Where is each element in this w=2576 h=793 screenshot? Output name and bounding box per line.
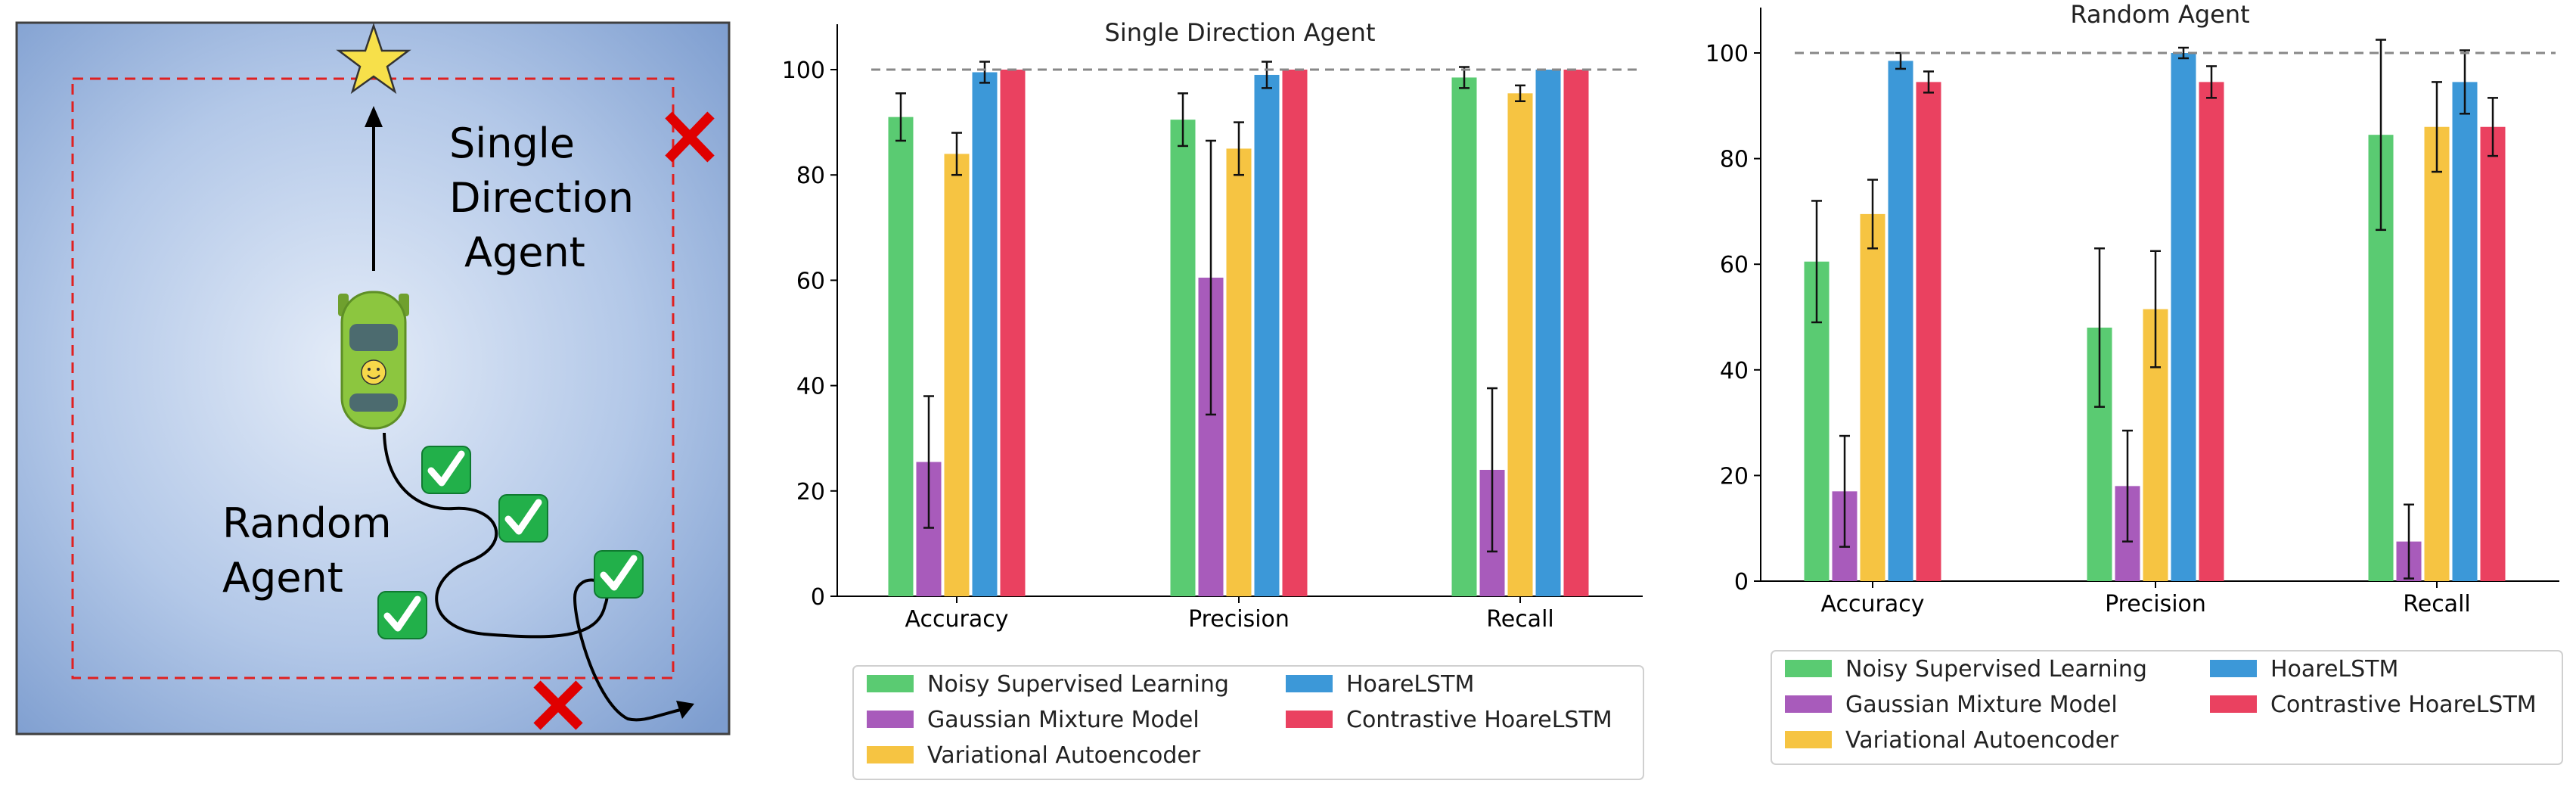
single-agent-label-line3: Agent (464, 229, 585, 276)
bar (1916, 82, 1941, 581)
legend-frame (852, 665, 1644, 780)
legend-label: Contrastive HoareLSTM (2270, 692, 2537, 718)
legend-swatch (1785, 731, 1832, 748)
x-tick-label: Accuracy (905, 606, 1009, 633)
legend-label: Variational Autoencoder (1845, 727, 2119, 754)
legend-label: Variational Autoencoder (927, 742, 1201, 769)
legend-label: HoareLSTM (2270, 656, 2398, 683)
legend-swatch (867, 746, 914, 763)
legend: Noisy Supervised Learning Gaussian Mixtur… (852, 665, 1644, 780)
legend-swatch (1286, 675, 1333, 692)
y-tick-label: 80 (1720, 147, 1749, 173)
random-agent-label-line2: Agent (222, 554, 343, 602)
random-agent-label-line1: Random (222, 499, 392, 547)
legend-swatch (2210, 695, 2257, 713)
bar (1507, 93, 1533, 596)
bar (1226, 148, 1252, 596)
y-tick-label: 20 (1720, 463, 1749, 490)
legend-label: Noisy Supervised Learning (1845, 656, 2147, 683)
random-agent-path (383, 432, 681, 722)
legend-swatch (1785, 660, 1832, 677)
cross-icon (665, 111, 715, 163)
legend-label: Contrastive HoareLSTM (1346, 707, 1612, 733)
legend-swatch (2210, 660, 2257, 677)
x-tick-label: Recall (2403, 591, 2471, 617)
bar (1860, 213, 1885, 581)
bar (888, 117, 914, 596)
y-tick-label: 40 (1720, 358, 1749, 384)
checkmark-icon (377, 591, 427, 639)
legend-frame (1771, 650, 2563, 765)
chart-title: Single Direction Agent (1105, 18, 1376, 47)
bar (1000, 70, 1026, 596)
bar (2480, 126, 2506, 582)
y-tick-label: 60 (1720, 252, 1749, 278)
x-tick-label: Precision (2105, 591, 2206, 617)
y-tick-label: 20 (796, 479, 825, 505)
single-agent-label-line1: Single (449, 120, 575, 167)
chart-title: Random Agent (2070, 0, 2249, 29)
bar (972, 72, 998, 597)
star-icon (336, 23, 411, 95)
car-icon (338, 291, 409, 430)
legend-swatch (1286, 711, 1333, 728)
bar (1170, 120, 1196, 596)
chart-single-direction: Single Direction Agent 0 20 40 60 80 100 Accura… (782, 18, 1644, 780)
bar (1888, 61, 1913, 582)
legend-swatch (867, 711, 914, 728)
x-tick-label: Precision (1188, 606, 1290, 633)
y-tick-label: 80 (796, 163, 825, 189)
legend-label: Gaussian Mixture Model (927, 707, 1200, 733)
x-tick-label: Accuracy (1821, 591, 1925, 617)
illustration-panel: Single Direction Agent Random Agent (15, 21, 731, 735)
legend-label: Gaussian Mixture Model (1845, 692, 2118, 718)
y-tick-label: 60 (796, 268, 825, 294)
checkmark-icon (498, 494, 548, 543)
single-agent-label-line2: Direction (449, 174, 634, 222)
y-tick-label: 100 (1705, 41, 1749, 67)
legend-swatch (867, 675, 914, 692)
legend-label: Noisy Supervised Learning (927, 671, 1229, 698)
bar (2199, 82, 2224, 581)
boundary-box (71, 77, 675, 679)
arrow-right-icon (676, 701, 694, 719)
y-tick-label: 40 (796, 374, 825, 400)
chart-random-agent: Random Agent 0 20 40 60 80 100 Accuracy Precisio… (1705, 0, 2563, 765)
checkmark-icon (421, 446, 471, 494)
x-tick-label: Recall (1486, 606, 1554, 633)
arrow-up-icon (365, 106, 383, 127)
bar (2424, 126, 2450, 582)
bar (1563, 70, 1589, 596)
checkmark-icon (594, 550, 644, 599)
bar (1282, 70, 1308, 596)
bar (1451, 77, 1477, 596)
bar (1535, 70, 1561, 596)
y-tick-label: 0 (811, 584, 825, 611)
legend-swatch (1785, 695, 1832, 713)
bar (1254, 74, 1280, 596)
bar (944, 154, 970, 597)
bar (2171, 53, 2196, 581)
legend-label: HoareLSTM (1346, 671, 1474, 698)
legend: Noisy Supervised Learning Gaussian Mixtur… (1771, 650, 2563, 765)
y-tick-label: 0 (1734, 569, 1749, 596)
bar (2452, 82, 2478, 581)
y-tick-label: 100 (782, 58, 825, 84)
cross-icon (533, 680, 583, 730)
